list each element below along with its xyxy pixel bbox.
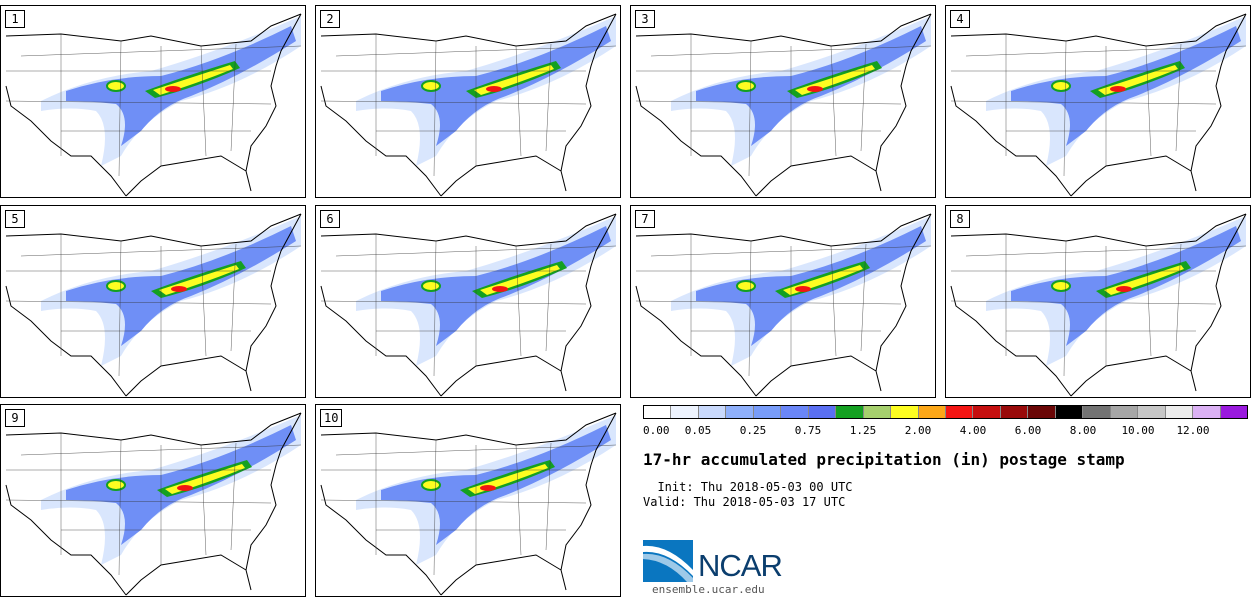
map-panel: 6 [315, 205, 621, 398]
colorbar-tick-label: 0.25 [739, 424, 767, 437]
precip-colorbar [643, 405, 1248, 419]
plot-title: 17-hr accumulated precipitation (in) pos… [643, 450, 1125, 469]
member-label: 4 [950, 10, 970, 28]
colorbar-cell [726, 406, 754, 418]
map-panel: 9 [0, 404, 306, 597]
colorbar-tick-label: 0.05 [684, 424, 712, 437]
colorbar-cell [836, 406, 864, 418]
member-label: 9 [5, 409, 25, 427]
map-panel: 7 [630, 205, 936, 398]
colorbar-cell [1165, 406, 1194, 418]
precip-map [320, 412, 617, 596]
colorbar-cell [1028, 406, 1056, 418]
map-panel: 3 [630, 5, 936, 198]
map-panel: 1 [0, 5, 306, 198]
colorbar-tick-label: 0.75 [794, 424, 822, 437]
colorbar-tick-label: 0.00 [643, 424, 670, 437]
colorbar-cell [698, 406, 727, 418]
colorbar-cell [1000, 406, 1029, 418]
member-label: 1 [5, 10, 25, 28]
map-panel: 10 [315, 404, 621, 597]
member-label: 2 [320, 10, 340, 28]
precip-map [950, 13, 1247, 197]
colorbar-cell [808, 406, 837, 418]
site-url[interactable]: ensemble.ucar.edu [652, 583, 765, 596]
member-label: 6 [320, 210, 340, 228]
colorbar-cell [1055, 406, 1084, 418]
colorbar-cell [781, 406, 809, 418]
colorbar-cell [1138, 406, 1166, 418]
map-panel: 4 [945, 5, 1251, 198]
colorbar-cell [1083, 406, 1111, 418]
precip-map [635, 13, 932, 197]
precip-map [5, 412, 302, 596]
valid-time: Valid: Thu 2018-05-03 17 UTC [643, 495, 846, 509]
colorbar-cell [644, 406, 672, 418]
member-label: 10 [320, 409, 343, 427]
colorbar-tick-label: 4.00 [959, 424, 987, 437]
precip-map [950, 213, 1247, 397]
ncar-logo-icon [643, 540, 693, 582]
colorbar-tick-label: 2.00 [904, 424, 932, 437]
precip-map [5, 13, 302, 197]
precip-map [635, 213, 932, 397]
map-panel: 2 [315, 5, 621, 198]
map-panel: 5 [0, 205, 306, 398]
colorbar-cell [1193, 406, 1221, 418]
colorbar-tick-label: 6.00 [1014, 424, 1042, 437]
colorbar-cell [753, 406, 782, 418]
colorbar-cell [863, 406, 892, 418]
member-label: 8 [950, 210, 970, 228]
colorbar-cell [671, 406, 699, 418]
ncar-logo-text: NCAR [698, 548, 783, 583]
colorbar-tick-label: 8.00 [1069, 424, 1097, 437]
map-panel: 8 [945, 205, 1251, 398]
colorbar-cell [918, 406, 946, 418]
precip-map [320, 13, 617, 197]
colorbar-cell [1220, 406, 1247, 418]
init-time: Init: Thu 2018-05-03 00 UTC [643, 480, 853, 494]
member-label: 3 [635, 10, 655, 28]
colorbar-cell [891, 406, 919, 418]
colorbar-ticks: 0.00 0.05 0.25 0.75 1.25 2.00 4.00 6.00 8.00 10.0… [643, 424, 1248, 438]
colorbar-cell [1110, 406, 1139, 418]
colorbar-tick-label: 1.25 [849, 424, 877, 437]
member-label: 5 [5, 210, 25, 228]
colorbar-tick-label: 10.00 [1121, 424, 1155, 437]
colorbar-tick-label: 12.00 [1176, 424, 1210, 437]
colorbar-cell [945, 406, 974, 418]
precip-map [320, 213, 617, 397]
member-label: 7 [635, 210, 655, 228]
colorbar-cell [973, 406, 1001, 418]
precip-map [5, 213, 302, 397]
